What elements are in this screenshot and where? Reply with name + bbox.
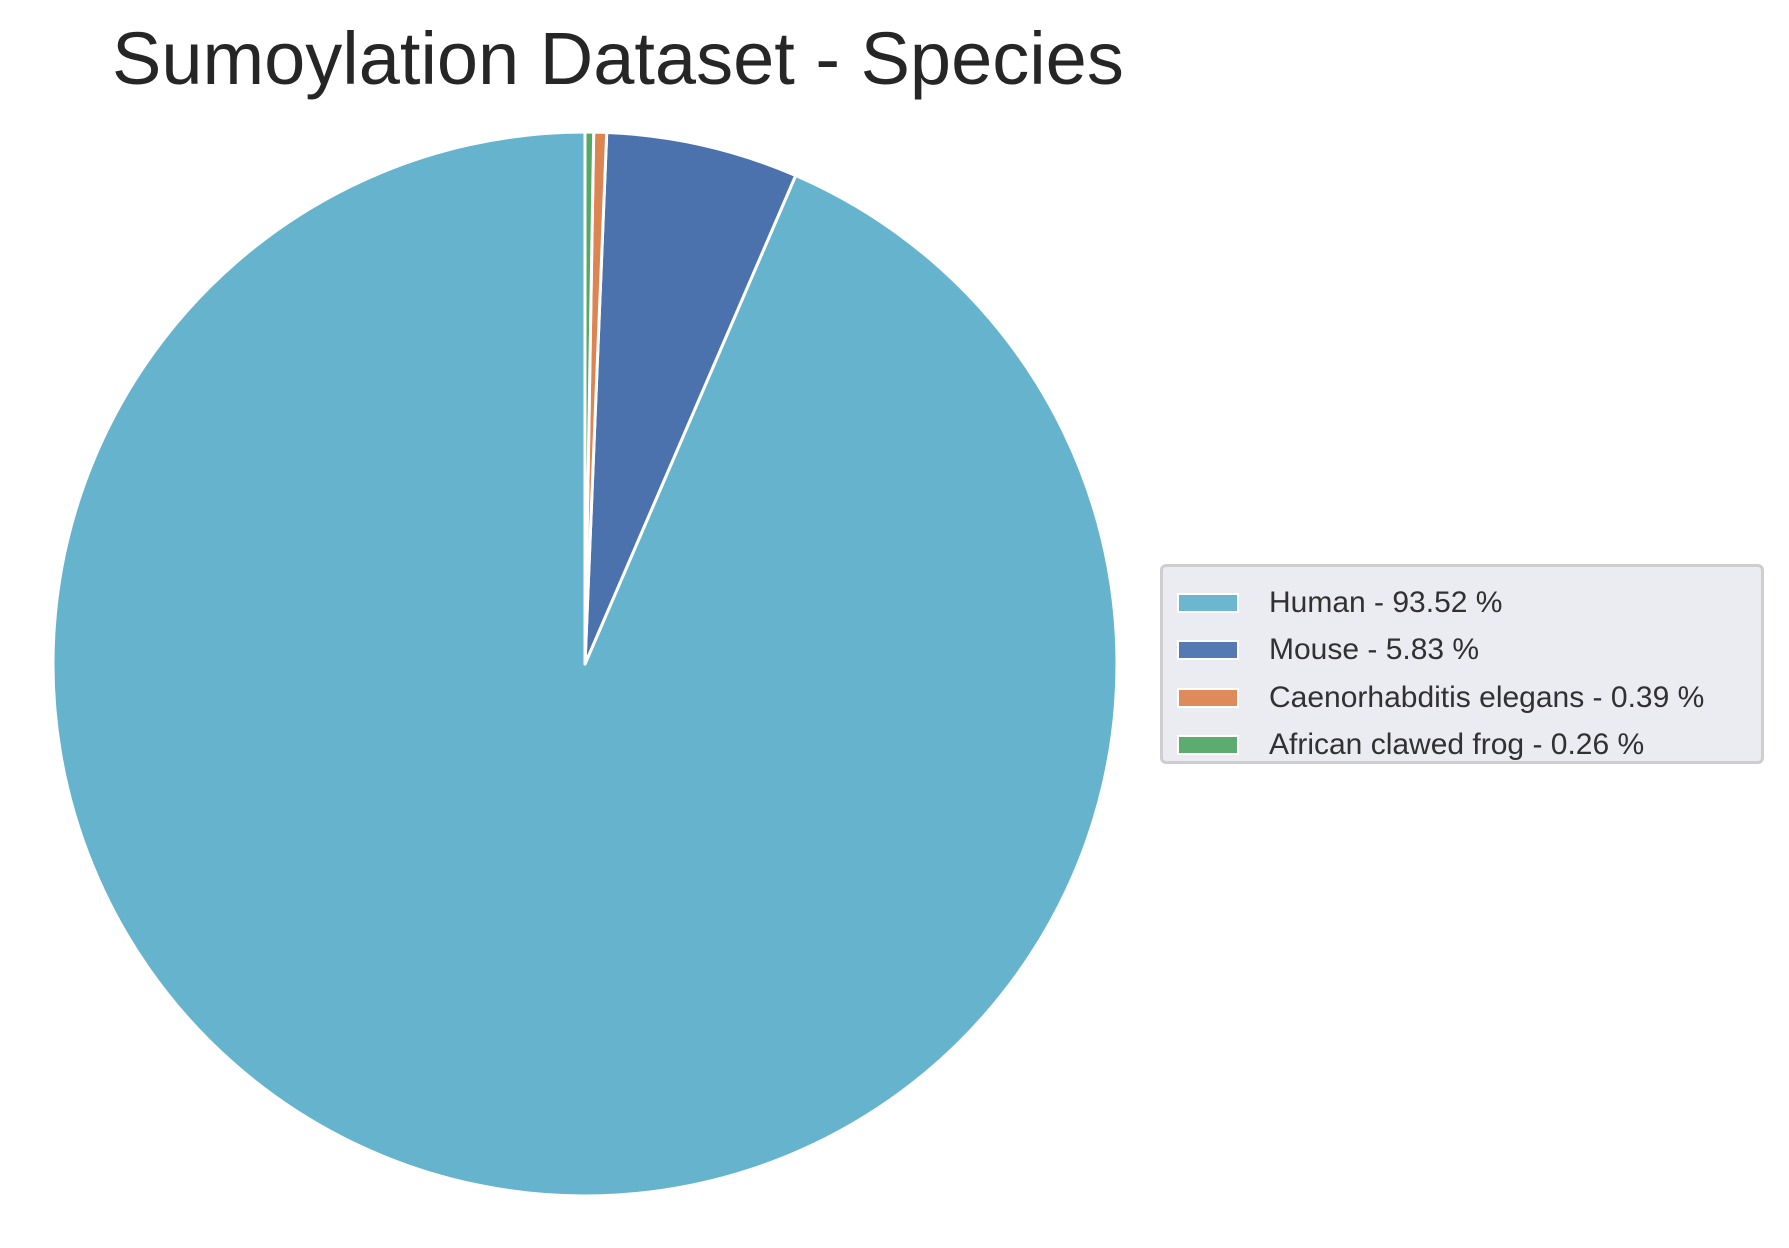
legend-label: African clawed frog - 0.26 % <box>1269 728 1645 762</box>
pie-slice-african-clawed-frog <box>583 130 596 666</box>
pie-slice-mouse <box>583 130 798 666</box>
legend-item-human: Human - 93.52 % <box>1177 579 1747 627</box>
legend-swatch <box>1177 592 1239 613</box>
legend-label: Mouse - 5.83 % <box>1269 633 1480 667</box>
chart-title: Sumoylation Dataset - Species <box>112 17 1124 100</box>
legend-item-african-clawed-frog: African clawed frog - 0.26 % <box>1177 722 1747 770</box>
legend-swatch <box>1177 687 1239 708</box>
legend-label: Human - 93.52 % <box>1269 585 1503 619</box>
pie-slices <box>51 130 1119 1198</box>
legend-swatch <box>1177 640 1239 661</box>
legend: Human - 93.52 % Mouse - 5.83 % Caenorhabdi… <box>1160 564 1764 764</box>
legend-item-mouse: Mouse - 5.83 % <box>1177 627 1747 675</box>
legend-item-caenorhabditis-elegans: Caenorhabditis elegans - 0.39 % <box>1177 674 1747 722</box>
legend-swatch <box>1177 735 1239 756</box>
legend-label: Caenorhabditis elegans - 0.39 % <box>1269 680 1705 714</box>
